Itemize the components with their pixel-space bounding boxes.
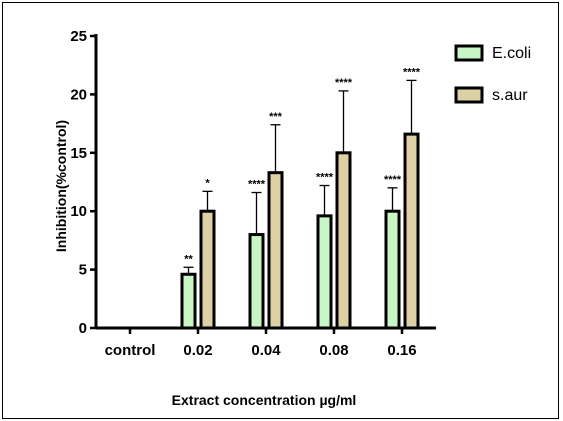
significance-label: *: [205, 177, 210, 189]
bar-s-aur: [403, 132, 420, 330]
legend-swatch: [454, 86, 484, 104]
significance-label: **: [184, 253, 193, 265]
y-tick-label: 10: [70, 203, 87, 220]
x-tick-label: control: [105, 342, 156, 359]
bars: *** ***********************: [180, 66, 421, 330]
bar-e-coli: [316, 214, 333, 330]
legend-label: E.coli: [492, 45, 531, 62]
y-axis-title: Inhibition(%control): [53, 120, 69, 252]
bar-s-aur: [335, 151, 352, 330]
bar-s-aur: [267, 171, 284, 330]
legend-swatch: [454, 44, 484, 62]
x-tick-label: 0.04: [251, 342, 281, 359]
y-tick-label: 20: [70, 86, 87, 103]
y-tick-label: 5: [79, 262, 87, 279]
bar-s-aur: [199, 209, 216, 330]
bar-e-coli: [384, 209, 401, 330]
significance-label: ****: [403, 66, 421, 78]
significance-label: ****: [248, 179, 266, 191]
bar-e-coli: [180, 272, 197, 330]
bar-e-coli: [248, 233, 265, 330]
x-tick-label: 0.02: [183, 342, 212, 359]
y-tick-label: 25: [70, 28, 87, 45]
axes: 0 5 10 15 20 25 control 0.02 0.04 0.08 0.16: [70, 28, 436, 359]
x-axis-title: Extract concentration µg/ml: [172, 392, 357, 408]
significance-label: ***: [269, 111, 283, 123]
y-tick-label: 15: [70, 145, 87, 162]
y-tick-label: 0: [79, 320, 87, 337]
legend-label: s.aur: [492, 87, 528, 104]
legend: E.coli s.aur: [454, 44, 531, 104]
x-tick-label: 0.16: [387, 342, 416, 359]
significance-label: ****: [384, 174, 402, 186]
significance-label: ****: [316, 172, 334, 184]
x-tick-label: 0.08: [319, 342, 348, 359]
significance-label: ****: [335, 77, 353, 89]
